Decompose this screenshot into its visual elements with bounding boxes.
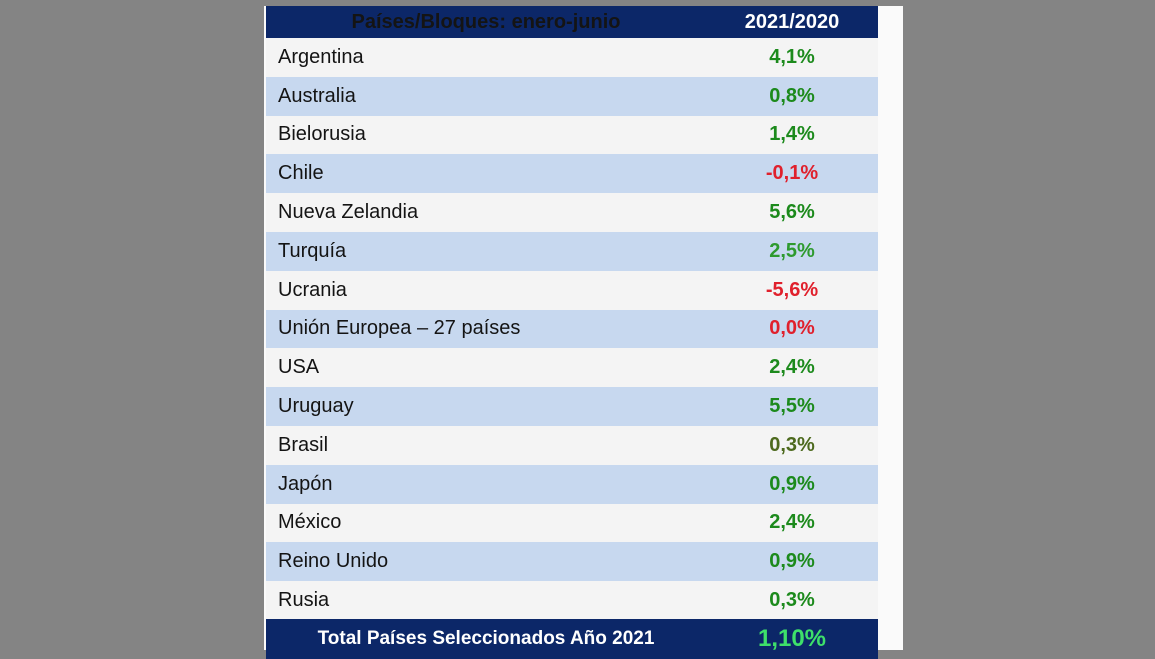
table-row: Rusia 0,3% xyxy=(266,581,878,620)
country-name: Ucrania xyxy=(278,278,347,301)
country-name: Chile xyxy=(278,162,324,185)
table-row: Bielorusia 1,4% xyxy=(266,115,878,155)
country-name: Reino Unido xyxy=(278,550,389,573)
table-row: USA 2,4% xyxy=(266,348,878,388)
country-name: México xyxy=(278,511,342,534)
growth-value: 0,3% xyxy=(769,433,815,456)
growth-value: 0,0% xyxy=(769,317,815,340)
table-header: Países/Bloques: enero-junio 2021/2020 xyxy=(266,6,878,38)
country-name: Turquía xyxy=(278,239,347,262)
growth-value: 2,5% xyxy=(769,239,815,262)
table-row: México 2,4% xyxy=(266,503,878,543)
table-row: Chile -0,1% xyxy=(266,154,878,194)
growth-value: -0,1% xyxy=(765,162,819,185)
slide: Países/Bloques: enero-junio 2021/2020 Ar… xyxy=(264,6,903,659)
growth-value: 0,8% xyxy=(769,84,815,107)
growth-value: 4,1% xyxy=(769,45,815,68)
table-total-row: Total Países Seleccionados Año 2021 1,10… xyxy=(266,619,878,659)
table-row: Australia 0,8% xyxy=(266,76,878,116)
country-name: Nueva Zelandia xyxy=(278,201,419,224)
country-name: Australia xyxy=(278,84,356,107)
total-value: 1,10% xyxy=(757,625,827,652)
table-row: Nueva Zelandia 5,6% xyxy=(266,193,878,232)
table-row: Ucrania -5,6% xyxy=(266,270,878,310)
table-row: Japón 0,9% xyxy=(266,464,878,504)
country-name: Unión Europea – 27 países xyxy=(278,317,521,340)
table-row: Turquía 2,5% xyxy=(266,231,878,271)
table-row: Uruguay 5,5% xyxy=(266,387,878,426)
header-period-label: 2021/2020 xyxy=(744,10,840,33)
country-name: Uruguay xyxy=(278,395,354,418)
total-label: Total Países Seleccionados Año 2021 xyxy=(317,628,655,649)
growth-value: 2,4% xyxy=(769,356,815,379)
country-name: Rusia xyxy=(278,589,330,612)
growth-value: 0,9% xyxy=(769,472,815,495)
growth-value: 5,5% xyxy=(769,395,815,418)
growth-value: 1,4% xyxy=(769,123,815,146)
table-row: Reino Unido 0,9% xyxy=(266,542,878,582)
growth-value: -5,6% xyxy=(765,278,819,301)
growth-value: 0,3% xyxy=(769,589,815,612)
table-row: Brasil 0,3% xyxy=(266,425,878,465)
table-body: Argentina 4,1% Australia 0,8% Bielorusia 1,4%… xyxy=(266,38,878,620)
growth-value: 5,6% xyxy=(769,201,815,224)
growth-table: Países/Bloques: enero-junio 2021/2020 Ar… xyxy=(266,6,878,620)
table-row: Argentina 4,1% xyxy=(266,38,878,77)
country-name: Japón xyxy=(278,472,333,495)
header-country-label: Países/Bloques: enero-junio xyxy=(351,10,621,33)
country-name: USA xyxy=(278,356,320,379)
table-row: Unión Europea – 27 países 0,0% xyxy=(266,309,878,349)
growth-value: 2,4% xyxy=(769,511,815,534)
country-name: Bielorusia xyxy=(278,123,366,146)
country-name: Argentina xyxy=(278,45,364,68)
country-name: Brasil xyxy=(278,433,329,456)
growth-value: 0,9% xyxy=(769,550,815,573)
